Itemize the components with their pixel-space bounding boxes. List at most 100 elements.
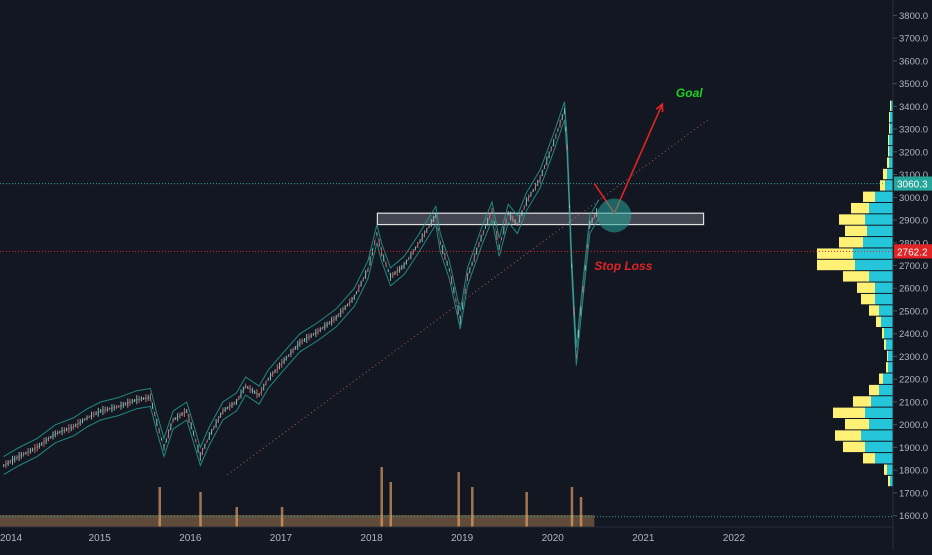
y-tick-label: 3200.0	[899, 147, 928, 158]
volume-profile-bar	[845, 225, 867, 237]
volume-profile-bar	[843, 271, 869, 282]
volume-profile-bar	[890, 112, 893, 123]
volume-bar	[380, 467, 383, 527]
price-tag-label: 3060.3	[897, 180, 928, 191]
y-tick-label: 1800.0	[899, 466, 928, 477]
volume-profile-bar	[888, 362, 893, 373]
price-tag	[894, 176, 932, 191]
volume-profile-bar	[885, 180, 893, 191]
target-circle	[597, 198, 632, 233]
volume-profile-bar	[889, 123, 890, 134]
volume-profile-bar	[839, 214, 865, 225]
x-tick-label: 2016	[179, 533, 202, 544]
volume-profile-bar	[869, 202, 893, 214]
y-tick-label: 2300.0	[899, 352, 928, 363]
y-tick-label: 1900.0	[899, 443, 928, 454]
volume-profile-bar	[853, 248, 893, 259]
upper-band	[3, 101, 600, 458]
y-tick-label: 2500.0	[899, 306, 928, 317]
volume-profile-bar	[869, 305, 879, 316]
volume-bar	[389, 482, 393, 527]
volume-bar	[579, 497, 583, 527]
volume-profile-bar	[887, 157, 889, 168]
x-tick-label: 2021	[632, 533, 655, 544]
y-tick-label: 3800.0	[899, 11, 928, 22]
volume-bar	[457, 472, 460, 527]
volume-bar	[471, 487, 474, 527]
volume-profile-bar	[863, 453, 875, 464]
volume-profile-bar	[881, 316, 893, 328]
volume-profile-bar	[890, 475, 893, 487]
y-tick-label: 1700.0	[899, 488, 928, 499]
volume-profile-bar	[875, 293, 893, 305]
volume-profile-bar	[875, 191, 893, 202]
volume-profile-bar	[888, 350, 893, 362]
volume-profile-bar	[861, 430, 893, 441]
volume-profile-bar	[869, 384, 879, 396]
y-axis: 1600.0 1700.0 1800.0 1900.0 2000.0 2100.0 2200…	[892, 0, 932, 550]
x-tick-label: 2019	[451, 533, 474, 544]
y-tick-label: 3000.0	[899, 193, 928, 204]
resistance-zone	[376, 212, 705, 226]
volume-profile-bar	[869, 271, 893, 282]
x-tick-label: 2014	[0, 533, 23, 544]
volume-profile-bar	[843, 441, 865, 453]
y-tick-label: 2200.0	[899, 375, 928, 386]
volume-profile-bar	[865, 441, 893, 453]
volume-profile-bar	[875, 282, 893, 293]
volume-profile-bar	[889, 146, 893, 157]
volume-bar	[570, 487, 574, 527]
volume-profile-bar	[865, 407, 893, 418]
volume-profile-bar	[855, 259, 893, 271]
x-axis: 2014 2015 2016 2017 2018 2019 2020 2021 2022	[0, 526, 932, 550]
volume-profile-bar	[880, 180, 885, 191]
x-tick-label: 2015	[89, 533, 112, 544]
volume-profile-bar	[863, 191, 875, 202]
volume-profile-bar	[888, 134, 889, 146]
volume-profile-bar	[887, 350, 888, 362]
volume-profile-bar	[879, 305, 893, 316]
volume-profile-bar	[851, 202, 869, 214]
volume-bar	[199, 492, 202, 527]
volume-profile-bar	[833, 407, 865, 418]
y-tick-label: 3100.0	[899, 170, 928, 181]
volume-profile-bar	[861, 293, 875, 305]
volume-profile-bar	[886, 339, 893, 350]
y-tick-label: 2400.0	[899, 329, 928, 340]
volume-profile-bar	[853, 396, 871, 407]
annotation-label: Goal	[676, 86, 703, 100]
volume-profile-bar	[869, 418, 893, 430]
volume-profile-bar	[817, 248, 853, 259]
volume-bar	[158, 487, 161, 527]
volume-profile-bar	[863, 237, 893, 248]
y-tick-label: 3300.0	[899, 125, 928, 136]
price-line	[3, 110, 600, 466]
volume-profile-bar	[875, 453, 893, 464]
volume-profile-bar	[835, 430, 861, 441]
volume-profile-bar	[839, 237, 863, 248]
volume-profile-bar	[882, 328, 884, 339]
volume-profile-bar	[867, 225, 893, 237]
lower-band	[3, 119, 600, 476]
y-tick-label: 2600.0	[899, 284, 928, 295]
volume-bar	[525, 492, 528, 527]
volume-profile-bar	[889, 112, 890, 123]
y-tick-label: 2100.0	[899, 397, 928, 408]
x-tick-label: 2020	[542, 533, 565, 544]
volume-profile-bar	[845, 418, 869, 430]
volume-layer	[0, 467, 595, 527]
volume-profile-bar	[890, 123, 893, 134]
volume-profile-bar	[888, 475, 890, 487]
x-tick-label: 2018	[360, 533, 383, 544]
y-tick-label: 3700.0	[899, 34, 928, 45]
y-tick-label: 3400.0	[899, 102, 928, 113]
price-tag-label: 2762.2	[897, 247, 928, 258]
y-tick-label: 2800.0	[899, 238, 928, 249]
volume-profile-bar	[883, 373, 893, 384]
volume-profile-bar	[865, 214, 893, 225]
x-tick-label: 2017	[270, 533, 293, 544]
y-tick-label: 1600.0	[899, 511, 928, 522]
volume-profile-bar	[883, 168, 887, 180]
